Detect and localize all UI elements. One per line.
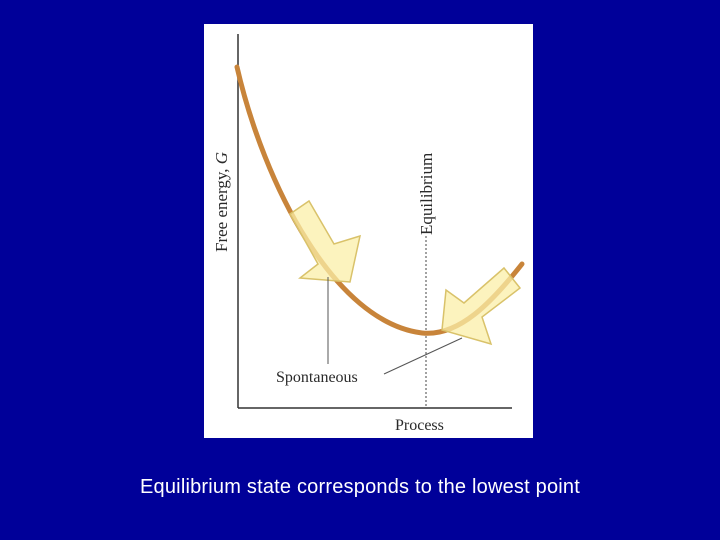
spontaneous-leader-right [383,337,463,375]
free-energy-figure: Free energy, G Equilibrium Spontaneous P… [204,24,533,438]
left-spontaneous-arrow [289,199,362,283]
slide-caption: Equilibrium state corresponds to the low… [139,476,581,498]
equilibrium-label: Equilibrium [417,153,436,235]
y-axis-label: Free energy, G [212,152,231,252]
x-axis-label: Process [395,417,444,434]
spontaneous-label: Spontaneous [276,369,358,386]
right-spontaneous-arrow [441,266,522,346]
y-axis-symbol: G [212,152,231,164]
y-axis-label-text: Free energy, [212,164,231,252]
free-energy-diagram: Free energy, G Equilibrium Spontaneous P… [212,34,525,434]
